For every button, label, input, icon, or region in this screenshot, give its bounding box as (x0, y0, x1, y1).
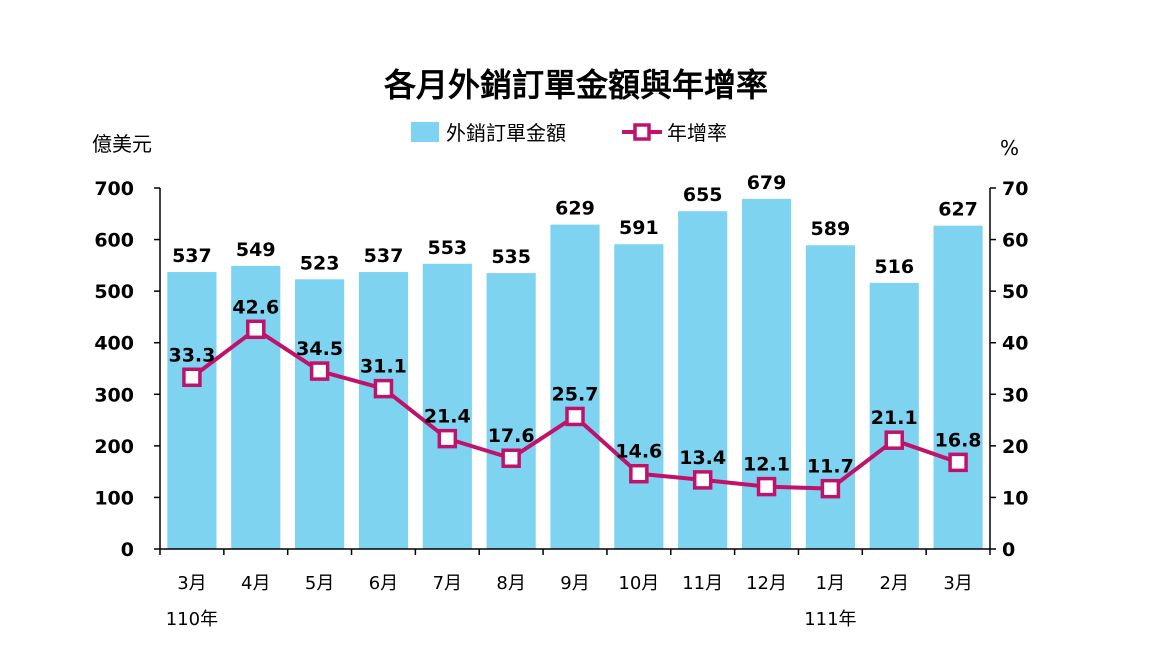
growth-value-label: 42.6 (232, 296, 279, 318)
right-tick-label: 0 (1002, 539, 1015, 561)
growth-marker (437, 428, 458, 449)
chart-title: 各月外銷訂單金額與年增率 (384, 66, 768, 104)
axes: 0 100 200 300 400 500 600 700 0 10 20 30 40 50 60 70 3月 4… (94, 178, 1028, 630)
growth-value-label: 33.3 (168, 344, 215, 366)
bar (231, 265, 281, 549)
growth-value-label: 34.5 (296, 338, 343, 360)
growth-marker (309, 361, 330, 381)
growth-marker (373, 378, 394, 399)
right-tick-label: 10 (1002, 487, 1028, 509)
growth-line-layer (182, 319, 968, 499)
bar-value-label: 589 (811, 218, 851, 240)
bar (741, 198, 792, 549)
left-tick-label: 0 (121, 539, 134, 561)
x-tick-label: 7月 (433, 573, 462, 594)
right-tick-label: 30 (1002, 384, 1028, 406)
bar-value-label: 549 (236, 239, 276, 261)
growth-marker (501, 448, 521, 468)
left-tick-label: 200 (94, 436, 134, 458)
growth-value-label: 21.1 (871, 407, 918, 429)
x-tick-label: 9月 (560, 573, 589, 594)
bar (550, 224, 600, 549)
bar-value-label: 553 (427, 237, 467, 259)
bar (295, 279, 345, 549)
left-tick-label: 600 (94, 230, 134, 252)
x-tick-label: 5月 (305, 573, 334, 594)
growth-value-label: 16.8 (935, 429, 982, 451)
year-label: 110年 (166, 609, 218, 630)
legend-marker-swatch (633, 123, 651, 141)
x-tick-label: 11月 (682, 573, 723, 594)
bar (933, 225, 983, 549)
bar (167, 272, 217, 549)
bar-value-label: 629 (555, 198, 595, 220)
year-label: 111年 (804, 609, 856, 630)
x-tick-label: 6月 (369, 573, 398, 594)
x-tick-label: 12月 (746, 573, 787, 594)
left-tick-label: 100 (94, 487, 134, 509)
bar-value-label: 655 (683, 184, 723, 206)
x-tick-label: 1月 (816, 573, 845, 594)
bar-value-label: 679 (747, 172, 787, 194)
growth-value-label: 14.6 (615, 441, 662, 463)
left-tick-label: 400 (94, 333, 134, 355)
growth-marker (246, 319, 266, 340)
growth-marker (182, 367, 202, 388)
bar-value-label: 523 (300, 252, 340, 274)
growth-value-label: 11.7 (807, 456, 854, 478)
growth-value-label: 21.4 (424, 406, 471, 428)
growth-marker (948, 452, 968, 473)
left-axis-unit: 億美元 (92, 132, 152, 156)
bar (358, 272, 409, 549)
bar (614, 244, 664, 549)
legend: 外銷訂單金額 年增率 (411, 121, 727, 145)
growth-value-label: 12.1 (743, 454, 790, 476)
growth-marker (820, 478, 841, 499)
x-tick-label: 3月 (177, 573, 206, 594)
bar (805, 245, 855, 549)
left-tick-label: 500 (94, 281, 134, 303)
x-tick-label: 4月 (241, 573, 270, 594)
bar-value-label: 627 (938, 199, 978, 221)
left-tick-label: 700 (94, 178, 134, 200)
bars (167, 198, 983, 549)
growth-value-label: 17.6 (488, 425, 535, 447)
x-tick-label: 3月 (943, 573, 972, 594)
right-tick-label: 70 (1002, 178, 1028, 200)
growth-marker (756, 476, 777, 497)
bar (869, 282, 919, 549)
right-tick-label: 50 (1002, 281, 1028, 303)
growth-value-label: 31.1 (360, 356, 407, 378)
growth-marker (565, 406, 585, 427)
growth-marker (884, 430, 904, 450)
x-tick-label: 10月 (618, 573, 659, 594)
bar (422, 263, 472, 549)
bar-value-label: 535 (491, 246, 531, 268)
growth-marker (629, 463, 649, 484)
legend-line-label: 年增率 (667, 121, 727, 145)
right-tick-label: 60 (1002, 230, 1028, 252)
bar (486, 273, 536, 549)
right-tick-label: 40 (1002, 333, 1028, 355)
x-tick-label: 2月 (880, 573, 909, 594)
right-axis-unit: % (1000, 136, 1019, 160)
bar-value-label: 537 (364, 245, 404, 267)
bar (678, 211, 728, 549)
bar-value-label: 537 (172, 245, 212, 267)
growth-marker (692, 470, 713, 490)
labels: 537 549 523 537 553 535 629 591 655 679 589 516 627 3… (168, 172, 981, 478)
x-tick-label: 8月 (496, 573, 525, 594)
legend-bar-swatch (411, 122, 439, 142)
legend-bar-label: 外銷訂單金額 (446, 121, 566, 145)
growth-value-label: 13.4 (679, 447, 726, 469)
growth-value-label: 25.7 (552, 383, 599, 405)
right-tick-label: 20 (1002, 436, 1028, 458)
bar-value-label: 591 (619, 217, 659, 239)
bar-value-label: 516 (874, 256, 914, 278)
left-tick-label: 300 (94, 384, 134, 406)
